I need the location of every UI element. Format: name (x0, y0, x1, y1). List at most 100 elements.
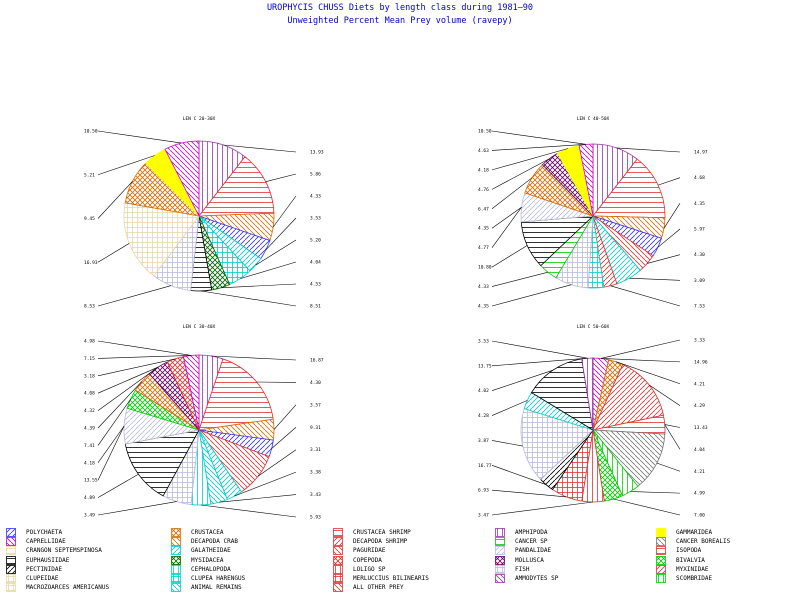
callout-label: 4.28 (478, 413, 489, 419)
legend-swatch (6, 546, 16, 556)
callout-line (97, 473, 139, 498)
callout-label: 3.38 (310, 470, 321, 476)
legend-label: COPEPODA (353, 556, 382, 564)
legend-label: PANDALIDAE (515, 547, 552, 555)
legend-swatch (656, 528, 666, 537)
legend-swatch (495, 546, 505, 556)
callout-line (97, 340, 192, 356)
callout-line (649, 384, 681, 406)
chart-title: UROPHYCIS CHUSS Diets by length class du… (266, 3, 534, 13)
pie-chart-3: LEN C 30-40X 4.98 7.15 3.18 4.08 4.32 4.39 7.41… (84, 324, 324, 521)
callout-line (97, 425, 125, 481)
callout-label: 4.21 (694, 381, 705, 387)
callout-line (97, 501, 177, 516)
legend-swatch (495, 528, 505, 537)
callout-label: 4.18 (478, 167, 489, 173)
legend-swatch (171, 555, 181, 565)
legend-label: SCOMBRIDAE (676, 575, 713, 582)
pie-slice (183, 354, 200, 431)
callout-line (97, 243, 130, 263)
callout-label: 3.31 (310, 447, 321, 453)
legend-swatch (6, 574, 16, 583)
callout-line (97, 130, 182, 144)
callout-line (234, 471, 297, 497)
legend-swatch (6, 528, 16, 537)
callout-line (97, 381, 143, 429)
legend-label: ANIMAL REMAINS (191, 584, 242, 592)
legend-swatch (495, 555, 505, 565)
callout-label: 8.51 (310, 304, 321, 310)
callout-line (615, 361, 681, 385)
callout-label: 4.77 (478, 245, 489, 251)
legend-swatch (656, 555, 666, 565)
callout-line (97, 355, 192, 359)
chart-title-block: UROPHYCIS CHUSS Diets by length class du… (0, 2, 800, 28)
callout-line (491, 501, 594, 516)
legend-label: FISH (515, 565, 530, 573)
legend-label: CLUPEIDAE (26, 575, 59, 582)
legend-swatch (6, 564, 16, 574)
callout-line (491, 177, 533, 210)
legend-label: EUPHAUSIIDAE (26, 556, 70, 564)
legend-swatch (6, 555, 16, 565)
callout-label: 5.86 (310, 172, 321, 178)
callout-line (97, 425, 125, 463)
pie-title: LEN C 50-60X (577, 324, 610, 330)
callout-label: 4.33 (310, 194, 321, 200)
callout-line (610, 285, 681, 307)
callout-line (491, 245, 528, 268)
callout-line (491, 340, 588, 359)
callout-line (223, 144, 297, 153)
legend-swatch (333, 546, 343, 556)
legend-label: CRUSTACEA SHRIMP (353, 529, 411, 536)
callout-label: 4.99 (694, 491, 705, 497)
callout-line (616, 147, 681, 153)
legend-label: MOLLUSCA (515, 556, 544, 564)
callout-label: 3.57 (310, 402, 321, 408)
legend-swatch (333, 537, 343, 547)
pie-chart-2: LEN C 40-50X 10.50 4.63 4.18 4.76 6.47 4.35 4.7… (478, 116, 708, 310)
legend-swatch (171, 546, 181, 556)
callout-line (97, 366, 159, 394)
callout-label: 3.18 (84, 373, 95, 379)
callout-label: 3.87 (478, 438, 489, 444)
callout-label: 3.33 (694, 338, 705, 344)
pie-slice (530, 358, 594, 431)
callout-line (664, 424, 681, 450)
legend-label: CEPHALOPODA (191, 565, 231, 573)
callout-line (97, 366, 159, 411)
callout-label: 14.97 (694, 150, 708, 156)
callout-label: 4.53 (310, 282, 321, 288)
legend-label: AMMODYTES SP (515, 575, 559, 582)
callout-line (629, 277, 681, 281)
callout-label: 4.08 (84, 391, 95, 397)
callout-line (491, 148, 569, 171)
callout-line (613, 498, 681, 516)
legend-label: MYXINIDAE (676, 565, 709, 573)
legend-label: CANCER SP (515, 538, 548, 546)
pie-slice (592, 363, 664, 431)
callout-label: 4.89 (84, 495, 95, 501)
callout-line (265, 173, 297, 182)
pie-title: LEN C 30-40X (183, 324, 216, 330)
pie-slice (198, 358, 274, 431)
legend-swatch (333, 583, 343, 593)
callout-label: 4.68 (694, 175, 705, 181)
legend-swatch (171, 583, 181, 593)
callout-line (200, 504, 297, 518)
callout-label: 4.32 (84, 408, 95, 414)
callout-line (658, 177, 681, 186)
callout-label: 14.96 (694, 359, 708, 365)
callout-line (97, 155, 155, 176)
callout-label: 9.45 (84, 216, 95, 222)
legend-swatch (6, 537, 16, 547)
legend-swatch (6, 583, 16, 593)
callout-line (491, 440, 523, 447)
legend-label: PAGURIDAE (353, 547, 386, 555)
callout-line (201, 290, 297, 307)
callout-label: 5.20 (310, 238, 321, 244)
callout-label: 3.43 (310, 492, 321, 498)
callout-label: 4.35 (694, 201, 705, 207)
legend-label: ISOPODA (676, 547, 702, 555)
